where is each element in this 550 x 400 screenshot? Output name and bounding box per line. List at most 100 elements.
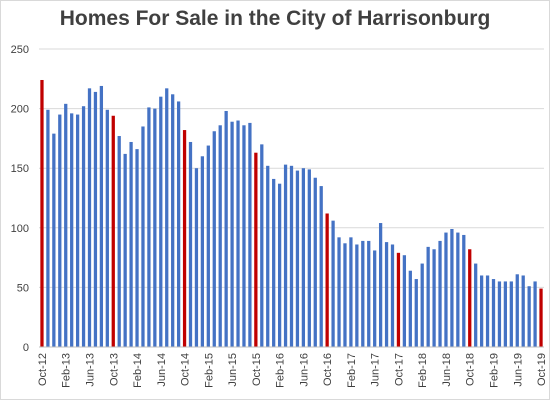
- x-tick-label: Oct-16: [322, 353, 334, 386]
- y-tick-label: 150: [11, 163, 29, 175]
- bar: [527, 286, 531, 347]
- y-tick-label: 50: [17, 282, 29, 294]
- bar: [75, 114, 80, 347]
- bar: [194, 168, 199, 347]
- bar: [153, 108, 157, 347]
- bar: [230, 121, 234, 347]
- bar: [266, 165, 270, 347]
- x-tick-label: Feb-16: [275, 353, 287, 388]
- bar: [58, 114, 62, 347]
- bar: [248, 122, 252, 348]
- bar: [188, 141, 193, 347]
- bar: [81, 106, 86, 347]
- bar: [509, 281, 513, 347]
- bar: [503, 281, 508, 347]
- x-tick-label: Jun-14: [156, 353, 168, 387]
- x-tick-label: Feb-17: [346, 353, 358, 388]
- bar: [521, 275, 525, 347]
- chart-title: Homes For Sale in the City of Harrisonbu…: [59, 7, 491, 30]
- bar: [224, 110, 228, 347]
- bar: [242, 125, 246, 348]
- bar: [384, 242, 389, 347]
- bar: [343, 243, 347, 347]
- bar: [479, 275, 484, 347]
- bar: [361, 240, 365, 347]
- x-tick-label: Jun-19: [512, 353, 524, 387]
- bar: [378, 223, 383, 347]
- bar: [444, 232, 448, 347]
- bar: [129, 141, 133, 347]
- bar: [319, 186, 323, 347]
- y-tick-label: 200: [11, 104, 29, 116]
- x-tick-label: Feb-15: [203, 353, 215, 388]
- x-tick-label: Oct-14: [180, 353, 192, 386]
- bar: [373, 250, 377, 347]
- bar: [87, 88, 92, 347]
- bar: [474, 263, 478, 347]
- bar: [141, 126, 145, 347]
- x-tick-label: Feb-13: [61, 353, 73, 388]
- x-tick-label: Feb-14: [132, 353, 144, 388]
- bar: [123, 153, 127, 347]
- bar: [539, 288, 543, 347]
- bar: [111, 115, 115, 347]
- x-tick-label: Jun-16: [298, 353, 310, 387]
- bar: [70, 113, 74, 347]
- x-tick-label: Oct-15: [251, 353, 263, 386]
- x-tick-label: Jun-18: [441, 353, 453, 387]
- bar: [272, 178, 276, 347]
- bar: [438, 240, 442, 347]
- y-tick-label: 0: [23, 342, 29, 354]
- bar: [337, 237, 341, 347]
- bar: [93, 91, 98, 347]
- x-tick-label: Oct-13: [108, 353, 120, 386]
- bar: [64, 103, 68, 347]
- x-tick-label: Jun-15: [227, 353, 239, 387]
- bar: [206, 145, 210, 347]
- bar: [105, 109, 109, 348]
- bar: [307, 169, 311, 347]
- x-tick-label: Feb-18: [417, 353, 429, 388]
- x-tick-label: Oct-17: [393, 353, 405, 386]
- y-tick-label: 100: [11, 223, 29, 235]
- bar: [414, 279, 418, 347]
- bar: [515, 274, 519, 347]
- bar: [260, 144, 264, 347]
- x-tick-label: Jun-13: [85, 353, 97, 387]
- x-tick-label: Oct-12: [37, 353, 49, 386]
- bar: [218, 125, 222, 348]
- bar: [277, 183, 282, 347]
- x-tick-label: Jun-17: [370, 353, 382, 387]
- bar: [497, 281, 502, 347]
- bar: [420, 263, 424, 347]
- bar: [135, 149, 139, 347]
- bar: [295, 170, 300, 347]
- bar: [533, 281, 537, 347]
- bar: [349, 237, 353, 347]
- bar: [450, 228, 454, 347]
- bar: [171, 94, 175, 348]
- bar: [301, 168, 306, 347]
- bar: [456, 232, 460, 347]
- bar: [46, 109, 50, 348]
- bar: [313, 177, 317, 347]
- bar: [165, 88, 169, 347]
- bar: [485, 275, 490, 347]
- bar: [283, 164, 288, 347]
- x-tick-label: Feb-19: [489, 353, 501, 388]
- y-tick-label: 250: [11, 44, 29, 56]
- bar: [491, 279, 496, 347]
- bar: [426, 246, 430, 347]
- bar: [52, 133, 56, 347]
- bar: [289, 165, 294, 347]
- x-tick-label: Oct-19: [536, 353, 548, 386]
- bar: [117, 136, 121, 347]
- bar: [432, 249, 436, 347]
- bar: [462, 234, 466, 347]
- bar: [396, 252, 401, 347]
- x-axis-labels: Oct-12 Feb-13 Jun-13 Oct-13 Feb-14 Jun-14 Oct-…: [37, 353, 548, 388]
- bar: [159, 96, 163, 348]
- bar: [40, 79, 44, 347]
